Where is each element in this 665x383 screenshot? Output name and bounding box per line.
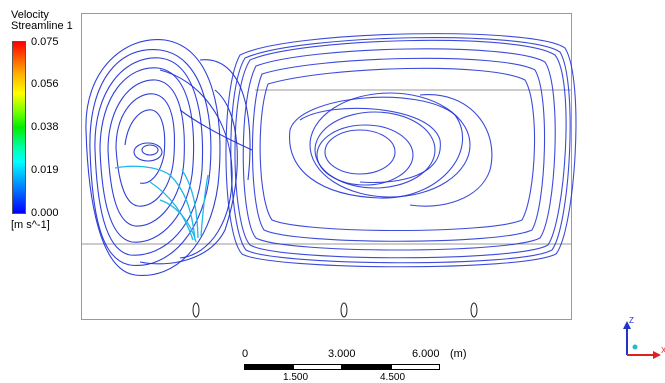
- scale-label-6000: 6.000: [412, 348, 440, 360]
- scale-label-0: 0: [242, 348, 249, 360]
- outlet-markers: [192, 302, 478, 318]
- small-vortex-streamlines: [85, 39, 253, 276]
- inlet-jet-streamlines: [114, 165, 209, 243]
- x-axis-arrow-icon: [653, 351, 661, 359]
- legend-object: Streamline 1: [11, 20, 73, 32]
- scale-label-1500: 1.500: [283, 372, 309, 383]
- legend-tick-min: 0.000: [31, 207, 59, 219]
- axis-triad: Z X: [623, 316, 665, 359]
- scale-unit: (m): [450, 348, 467, 360]
- scale-segment-1: [244, 364, 293, 370]
- scale-segment-2: [293, 364, 342, 370]
- z-axis-label: Z: [629, 316, 634, 325]
- x-axis-label: X: [661, 346, 665, 355]
- legend-tick-3: 0.038: [31, 121, 59, 133]
- domain-frame: [81, 13, 572, 320]
- color-scale-bar: [12, 41, 26, 214]
- z-axis-arrow-icon: [623, 321, 631, 329]
- legend-units: [m s^-1]: [11, 219, 50, 231]
- legend-tick-max: 0.075: [31, 36, 59, 48]
- scale-segment-3: [342, 364, 391, 370]
- legend-title: Velocity Streamline 1: [11, 10, 73, 32]
- legend-tick-4: 0.019: [31, 164, 59, 176]
- scale-segment-4: [391, 364, 440, 370]
- scale-label-4500: 4.500: [380, 372, 406, 383]
- scale-label-3000: 3.000: [328, 348, 356, 360]
- y-axis-dot-icon: [632, 344, 638, 350]
- legend-variable: Velocity: [11, 9, 49, 21]
- large-vortex-streamlines: [225, 33, 577, 268]
- legend-tick-2: 0.056: [31, 78, 59, 90]
